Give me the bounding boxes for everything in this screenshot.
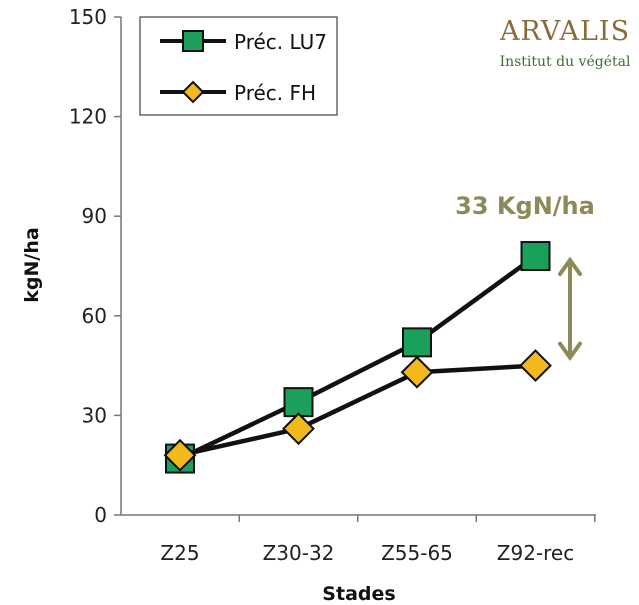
x-tick-label: Z92-rec [497, 541, 574, 565]
difference-annotation: 33 KgN/ha [455, 192, 595, 362]
logo-tagline: Institut du végétal [500, 54, 631, 70]
data-point [520, 241, 551, 272]
y-tick-label: 120 [69, 105, 107, 129]
series-prec-fh [163, 349, 552, 472]
x-axis: Z25 Z30-32 Z55-65 Z92-rec [121, 514, 596, 565]
legend-marker [182, 30, 204, 52]
logo-wordmark: ARVALIS [499, 16, 630, 47]
legend-marker [181, 80, 205, 104]
y-tick-label: 90 [82, 204, 107, 228]
annotation-label: 33 KgN/ha [455, 192, 595, 220]
legend: Préc. LU7 Préc. FH [139, 16, 338, 116]
y-tick-label: 0 [94, 503, 107, 527]
data-point [402, 327, 432, 358]
data-point [282, 412, 315, 446]
series-layer [163, 241, 552, 474]
y-tick-label: 150 [69, 5, 107, 29]
series-line [179, 254, 537, 461]
x-tick-label: Z25 [160, 541, 199, 565]
data-point [519, 349, 552, 383]
x-tick-label: Z30-32 [263, 541, 335, 565]
legend-item: Préc. FH [160, 80, 316, 105]
x-axis-title: Stades [322, 583, 395, 605]
x-tick-label: Z55-65 [381, 541, 453, 565]
y-axis-title: kgN/ha [21, 227, 43, 302]
series-prec-lu7 [165, 241, 551, 474]
legend-label: Préc. LU7 [234, 30, 327, 54]
arvalis-logo: ARVALIS Institut du végétal [499, 16, 631, 70]
data-point [400, 355, 434, 389]
series-line [179, 363, 536, 458]
legend-label: Préc. FH [234, 81, 316, 105]
data-point [163, 438, 197, 472]
y-axis: 0 30 60 90 120 150 [69, 5, 122, 527]
annotation-arrowhead-bottom [558, 341, 582, 362]
legend-box [139, 16, 338, 116]
y-tick-label: 30 [82, 403, 107, 427]
data-point [283, 387, 314, 418]
annotation-arrowhead-top [558, 256, 582, 277]
legend-item: Préc. LU7 [160, 30, 327, 54]
y-tick-label: 60 [82, 304, 107, 328]
